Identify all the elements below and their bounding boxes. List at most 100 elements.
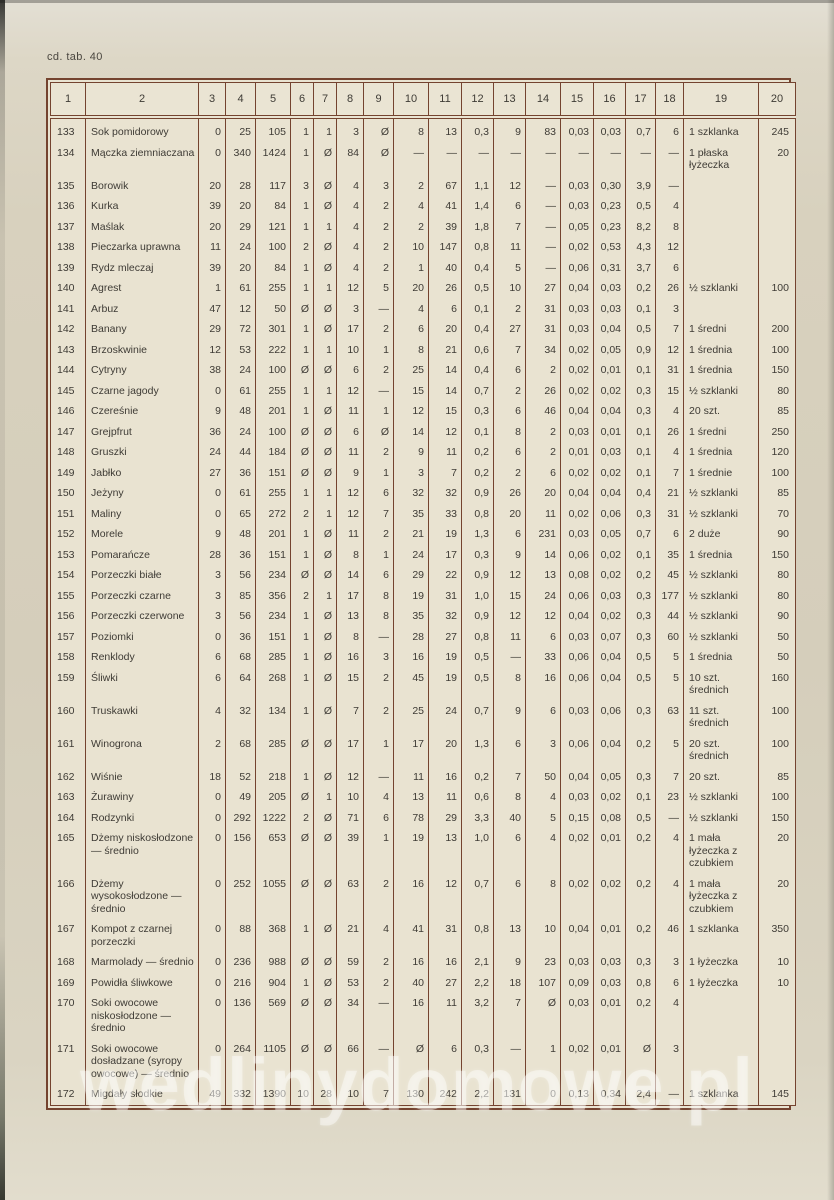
value-cell: 35	[655, 544, 684, 565]
value-cell: 14	[428, 360, 462, 381]
value-cell: 117	[255, 175, 291, 196]
value-cell: 1	[290, 667, 314, 701]
value-cell: 0,03	[593, 278, 626, 299]
table-row: 145 Czarne jagody 0 61 255 1 1 12—15 14 0,7 2 26 0,0…	[50, 380, 796, 401]
value-cell: Ø	[313, 196, 337, 217]
portion-desc: ½ szklanki	[683, 787, 759, 808]
portion-desc: 1 średnia	[683, 442, 759, 463]
value-cell: 28	[313, 1084, 337, 1105]
value-cell: 49	[198, 1084, 226, 1105]
value-cell: 5	[493, 257, 526, 278]
portion-desc: ½ szklanki	[683, 278, 759, 299]
value-cell: 11	[428, 787, 462, 808]
value-cell: 24	[225, 421, 256, 442]
value-cell: 14	[525, 544, 561, 565]
portion-desc: 1 średnia	[683, 339, 759, 360]
value-cell: 0	[198, 873, 226, 919]
value-cell: 332	[225, 1084, 256, 1105]
value-cell: 34	[525, 339, 561, 360]
value-cell: 177	[655, 585, 684, 606]
column-header: 4	[225, 82, 256, 119]
value-cell: —	[525, 216, 561, 237]
value-cell: 0,04	[560, 401, 594, 422]
value-cell: 0,9	[461, 565, 494, 586]
value-cell: 46	[655, 919, 684, 952]
value-cell: 4,3	[625, 237, 656, 258]
value-cell: Ø	[313, 319, 337, 340]
value-cell: Ø	[313, 462, 337, 483]
value-cell: 0	[198, 993, 226, 1039]
food-name: Jabłko	[85, 462, 199, 483]
portion-desc: 20 szt.	[683, 766, 759, 787]
value-cell: 32	[225, 700, 256, 734]
value-cell: 2	[363, 524, 394, 545]
value-cell: Ø	[313, 766, 337, 787]
table-row: 136 Kurka 39 20 84 1 Ø 4 2 4 41 1,4 6—0,03 0,23 0,5 4	[50, 196, 796, 217]
value-cell: 52	[225, 766, 256, 787]
value-cell: 5	[655, 647, 684, 668]
value-cell: 0,3	[625, 503, 656, 524]
portion-weight: 120	[758, 442, 796, 463]
value-cell: 48	[225, 524, 256, 545]
value-cell: 8	[393, 339, 429, 360]
value-cell: 12	[655, 339, 684, 360]
value-cell: Ø	[313, 647, 337, 668]
value-cell: 3	[525, 733, 561, 767]
value-cell: 29	[198, 319, 226, 340]
value-cell: 0,04	[593, 401, 626, 422]
value-cell: 24	[393, 544, 429, 565]
value-cell: —	[625, 142, 656, 176]
value-cell: 0,01	[593, 919, 626, 952]
value-cell: 1	[313, 117, 337, 143]
portion-desc: 1 szklanka	[683, 919, 759, 952]
value-cell: 0,8	[461, 919, 494, 952]
value-cell: 131	[493, 1084, 526, 1105]
value-cell: 8	[336, 544, 364, 565]
value-cell: 0,05	[593, 766, 626, 787]
value-cell: 0,02	[593, 462, 626, 483]
value-cell: 0,02	[560, 360, 594, 381]
row-number: 147	[50, 421, 86, 442]
value-cell: —	[525, 175, 561, 196]
value-cell: 0,02	[593, 787, 626, 808]
value-cell: 3	[336, 298, 364, 319]
value-cell: Ø	[313, 401, 337, 422]
value-cell: 0,5	[625, 319, 656, 340]
value-cell: 12	[493, 175, 526, 196]
value-cell: 0,03	[560, 700, 594, 734]
row-number: 172	[50, 1084, 86, 1105]
value-cell: 0,5	[625, 667, 656, 701]
portion-weight: 80	[758, 585, 796, 606]
value-cell: 205	[255, 787, 291, 808]
value-cell: 0,02	[593, 873, 626, 919]
portion-desc: ½ szklanki	[683, 626, 759, 647]
value-cell: 40	[393, 972, 429, 993]
value-cell: 0,02	[593, 606, 626, 627]
value-cell: 0,06	[560, 544, 594, 565]
nutrition-table: 1 2 3 4 5 6 7 8 9 10 11 12 13 14 15 16 17 18 19 20 133 Sok p…	[50, 82, 796, 1106]
value-cell: 0,02	[560, 873, 594, 919]
value-cell: 7	[363, 503, 394, 524]
value-cell: 13	[525, 565, 561, 586]
value-cell: 0,02	[560, 380, 594, 401]
value-cell: 13	[336, 606, 364, 627]
value-cell: 0,05	[593, 339, 626, 360]
food-name: Porzeczki białe	[85, 565, 199, 586]
food-name: Migdały słodkie	[85, 1084, 199, 1105]
value-cell: 0,1	[625, 360, 656, 381]
value-cell: 1	[290, 339, 314, 360]
value-cell: 12	[336, 766, 364, 787]
value-cell: 0,01	[593, 993, 626, 1039]
value-cell: 17	[336, 319, 364, 340]
value-cell: 12	[525, 606, 561, 627]
value-cell: 7	[493, 993, 526, 1039]
value-cell: 0,1	[625, 421, 656, 442]
row-number: 134	[50, 142, 86, 176]
value-cell: —	[655, 807, 684, 828]
table-row: 135 Borowik 20 28 117 3 Ø 4 3 2 67 1,1 12—0,03 0,30 3,…	[50, 175, 796, 196]
value-cell: 4	[655, 442, 684, 463]
value-cell: 13	[428, 828, 462, 874]
value-cell: 0,06	[560, 667, 594, 701]
value-cell: 1390	[255, 1084, 291, 1105]
portion-desc: 1 średnia	[683, 360, 759, 381]
